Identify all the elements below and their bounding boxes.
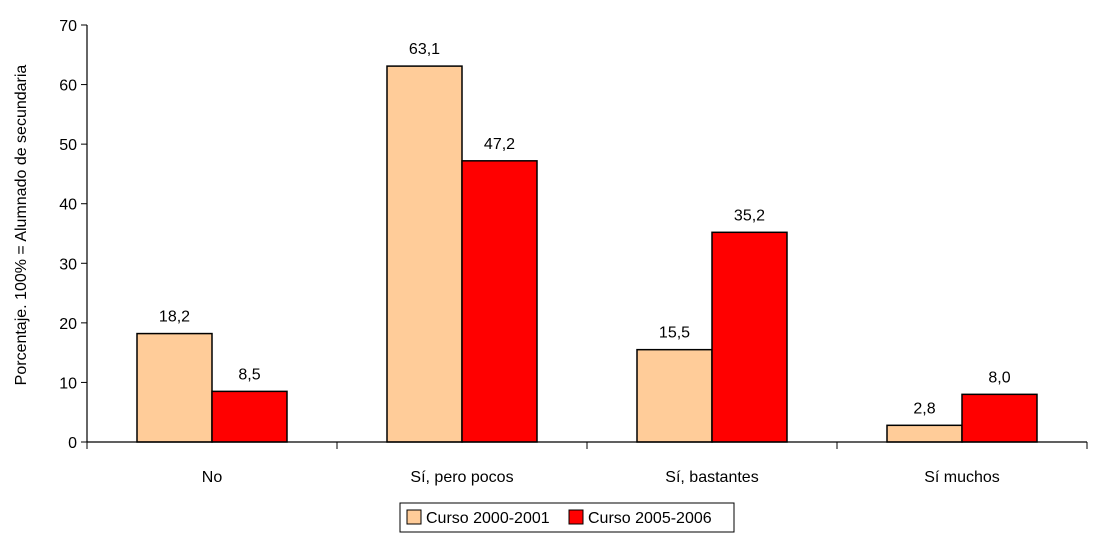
y-axis-ticks: 0 10 20 30 40 50 60 70 xyxy=(59,18,87,452)
data-label: 18,2 xyxy=(159,309,190,326)
bar xyxy=(961,393,1038,443)
y-tick-label: 0 xyxy=(68,435,77,452)
legend-swatch xyxy=(406,509,422,525)
category-label: Sí, pero pocos xyxy=(410,469,513,486)
data-label: 63,1 xyxy=(409,41,440,58)
data-label: 8,0 xyxy=(988,369,1010,386)
bar xyxy=(136,332,213,443)
bar xyxy=(386,65,463,443)
bar xyxy=(636,348,713,443)
category-label: Sí muchos xyxy=(924,469,1000,486)
bar xyxy=(461,160,538,443)
y-tick-label: 70 xyxy=(59,18,77,35)
axes-group xyxy=(86,25,1088,449)
data-label: 8,5 xyxy=(238,366,260,383)
y-tick-label: 10 xyxy=(59,375,77,392)
y-tick-label: 50 xyxy=(59,137,77,154)
legend: Curso 2000-2001 Curso 2005-2006 xyxy=(399,502,735,533)
y-tick-label: 20 xyxy=(59,316,77,333)
data-label: 15,5 xyxy=(659,325,690,342)
data-labels-group: 18,2 8,5 63,1 47,2 15,5 35,2 2,8 8,0 xyxy=(159,41,1011,417)
legend-box xyxy=(399,502,735,533)
bar xyxy=(711,231,788,443)
category-labels-group: No Sí, pero pocos Sí, bastantes Sí muchos xyxy=(202,469,1000,486)
category-label: Sí, bastantes xyxy=(665,469,758,486)
legend-label: Curso 2005-2006 xyxy=(588,510,712,527)
legend-swatch xyxy=(568,509,584,525)
data-label: 47,2 xyxy=(484,136,515,153)
bars-group xyxy=(136,65,1038,443)
y-tick-label: 60 xyxy=(59,78,77,95)
legend-label: Curso 2000-2001 xyxy=(426,510,550,527)
y-axis-title: Porcentaje. 100% = Alumnado de secundari… xyxy=(13,65,30,386)
y-tick-label: 30 xyxy=(59,256,77,273)
data-label: 35,2 xyxy=(734,207,765,224)
category-label: No xyxy=(202,469,223,486)
bar xyxy=(211,390,288,443)
bar xyxy=(886,424,963,443)
data-label: 2,8 xyxy=(913,400,935,417)
y-tick-label: 40 xyxy=(59,197,77,214)
